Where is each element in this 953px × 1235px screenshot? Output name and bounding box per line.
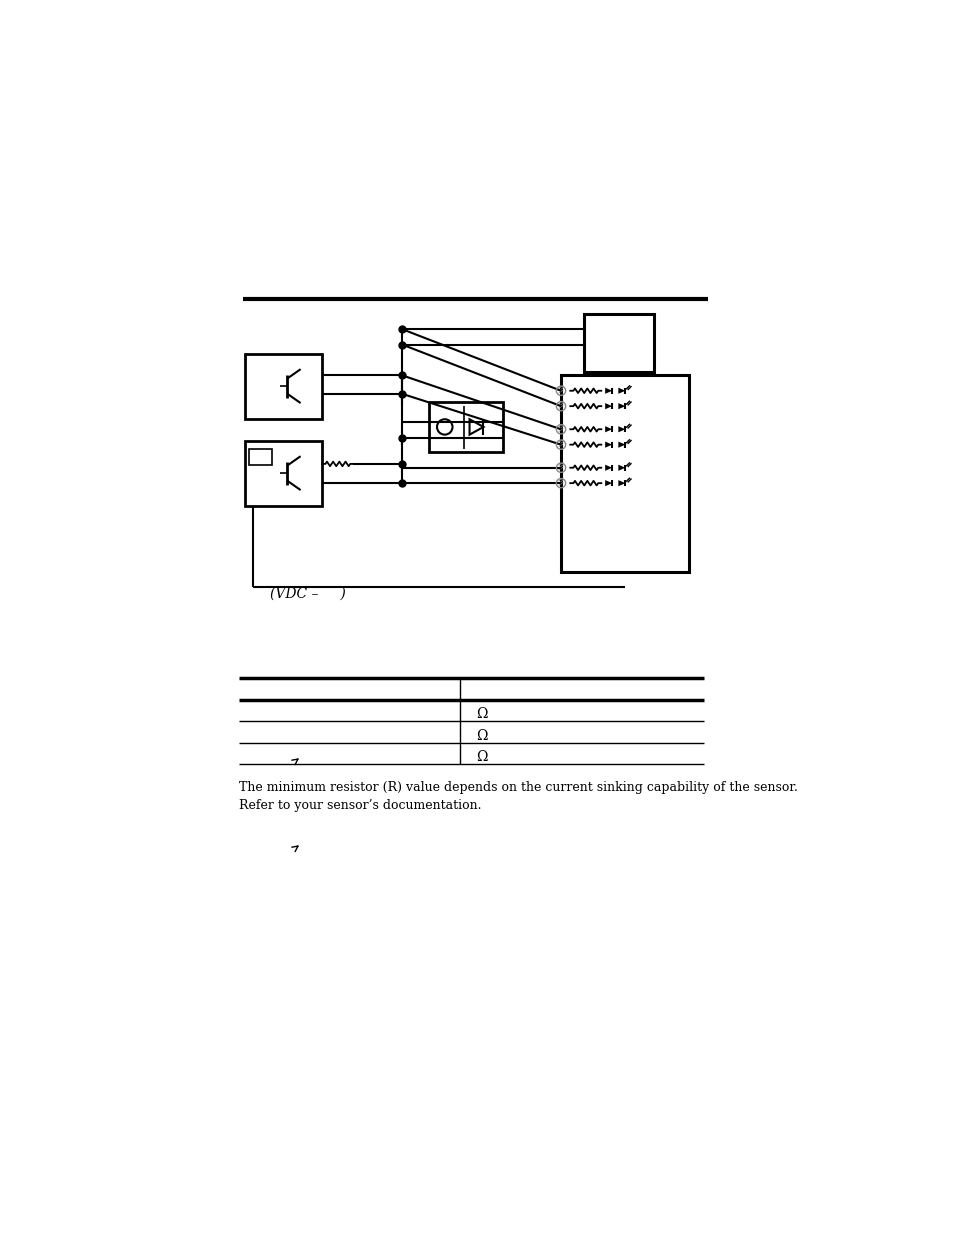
Text: The minimum resistor (R) value depends on the current sinking capability of the : The minimum resistor (R) value depends o… xyxy=(239,782,798,813)
Polygon shape xyxy=(618,388,624,394)
Polygon shape xyxy=(618,480,624,487)
Text: Ω: Ω xyxy=(476,751,487,764)
Bar xyxy=(245,441,322,506)
Text: Ω: Ω xyxy=(476,729,487,742)
Text: Ω: Ω xyxy=(476,708,487,721)
Polygon shape xyxy=(618,464,624,471)
Bar xyxy=(429,403,502,452)
Polygon shape xyxy=(604,388,612,394)
Polygon shape xyxy=(604,426,612,432)
Bar xyxy=(245,353,322,419)
Polygon shape xyxy=(618,426,624,432)
Polygon shape xyxy=(604,480,612,487)
Text: (VDC –     ): (VDC – ) xyxy=(270,587,346,601)
Polygon shape xyxy=(604,442,612,448)
Polygon shape xyxy=(618,403,624,409)
Polygon shape xyxy=(604,403,612,409)
Polygon shape xyxy=(604,464,612,471)
Polygon shape xyxy=(618,442,624,448)
Bar xyxy=(560,375,688,572)
Bar xyxy=(249,448,272,466)
Bar xyxy=(583,314,654,372)
